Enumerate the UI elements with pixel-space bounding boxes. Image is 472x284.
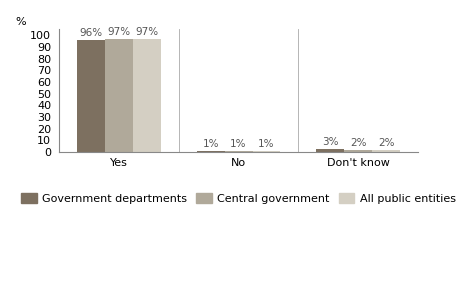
Text: %: %	[16, 17, 26, 27]
Text: 1%: 1%	[230, 139, 247, 149]
Bar	[77, 40, 105, 152]
Bar	[253, 151, 280, 152]
Text: 1%: 1%	[202, 139, 219, 149]
Text: 97%: 97%	[135, 27, 158, 37]
Bar	[197, 151, 225, 152]
Text: 97%: 97%	[107, 27, 130, 37]
Bar	[372, 150, 400, 152]
Text: 2%: 2%	[378, 138, 395, 148]
Bar	[133, 39, 160, 152]
Text: 2%: 2%	[350, 138, 367, 148]
Bar	[225, 151, 253, 152]
Text: 96%: 96%	[79, 28, 102, 38]
Legend: Government departments, Central government, All public entities: Government departments, Central governme…	[17, 189, 460, 208]
Bar	[105, 39, 133, 152]
Bar	[316, 149, 345, 152]
Text: 3%: 3%	[322, 137, 338, 147]
Bar	[345, 150, 372, 152]
Text: 1%: 1%	[258, 139, 275, 149]
